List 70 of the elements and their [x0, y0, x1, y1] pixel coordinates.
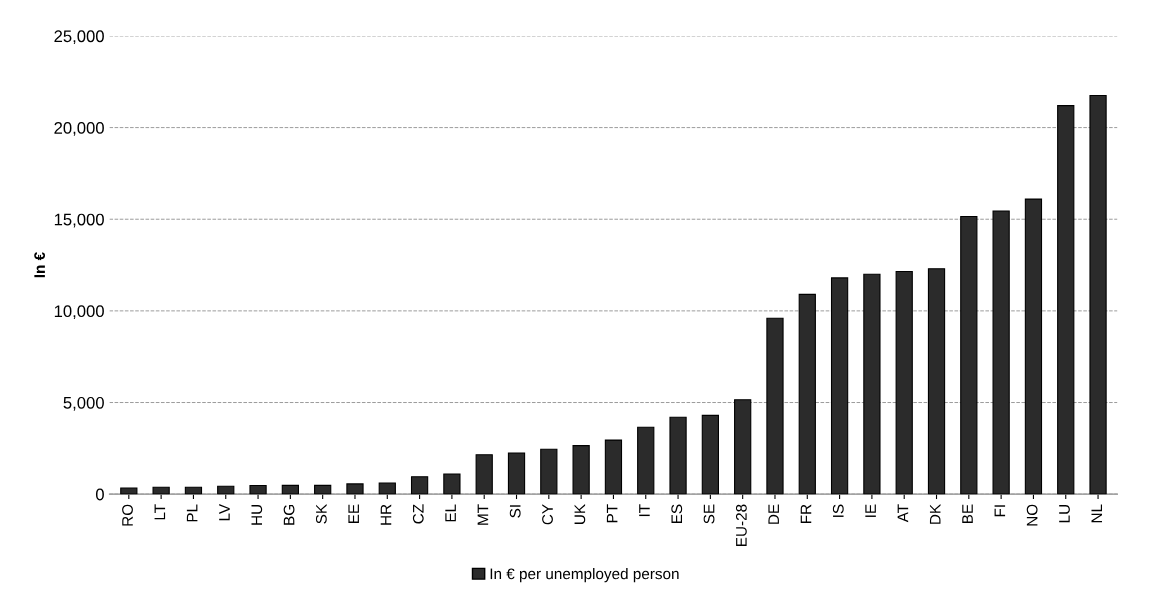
x-tick-label: RO	[122, 504, 133, 526]
bar	[992, 210, 1010, 495]
bar	[443, 473, 461, 495]
bar	[895, 270, 913, 495]
x-tick-label: IE	[865, 504, 876, 517]
bar	[1057, 105, 1075, 495]
bar	[927, 268, 946, 495]
bar	[572, 445, 590, 495]
x-tick-label: UK	[574, 504, 586, 524]
bar	[314, 484, 332, 495]
x-tick-label: BE	[962, 504, 973, 524]
bar	[637, 426, 655, 495]
bar	[346, 483, 364, 495]
bar	[960, 215, 978, 495]
bar	[798, 293, 816, 495]
y-tick-label: 20,000	[54, 121, 104, 136]
x-tick-label: EE	[348, 504, 359, 524]
bar	[152, 486, 170, 495]
bar	[507, 452, 526, 495]
y-tick-label: 15,000	[54, 213, 104, 228]
bar	[120, 487, 138, 495]
x-tick-label: SE	[703, 504, 715, 524]
x-tick-label: DE	[768, 504, 779, 524]
x-tick-label: EL	[445, 504, 456, 522]
bar	[1089, 94, 1107, 495]
y-tick-label: 5,000	[63, 396, 104, 411]
x-tick-label: HR	[380, 504, 392, 525]
y-tick-label: 0	[95, 488, 104, 501]
bar	[217, 485, 235, 495]
bar	[604, 439, 623, 495]
x-tick-label: EU-28	[735, 504, 747, 546]
x-tick-label: LT	[154, 504, 166, 520]
bar	[830, 277, 849, 495]
x-tick-label: NL	[1091, 504, 1103, 523]
x-tick-label: ES	[671, 504, 683, 524]
x-tick-label: BG	[283, 505, 295, 525]
x-tick-label: CY	[542, 504, 553, 525]
x-tick-label: CZ	[412, 504, 424, 524]
bar	[669, 416, 687, 495]
x-tick-label: HU	[251, 505, 263, 525]
x-tick-label: FR	[800, 504, 812, 524]
bar	[766, 317, 784, 495]
bar	[184, 486, 203, 495]
bar	[701, 414, 719, 495]
x-tick-label: PL	[186, 504, 198, 522]
x-tick-label: PT	[606, 504, 618, 523]
bar	[378, 482, 396, 495]
x-tick-label: MT	[477, 504, 489, 525]
bar	[249, 485, 267, 495]
y-axis-title: In €	[34, 252, 46, 278]
x-tick-label: AT	[897, 504, 909, 523]
y-tick-label: 25,000	[54, 30, 104, 45]
bar	[1024, 198, 1043, 495]
x-tick-label: DK	[929, 504, 941, 524]
x-tick-label: SK	[315, 504, 327, 524]
bar	[863, 273, 881, 495]
bar	[734, 399, 752, 495]
bar	[281, 484, 299, 495]
x-tick-label: LU	[1059, 505, 1070, 523]
y-tick-label: 10,000	[54, 305, 104, 320]
bar	[410, 476, 429, 495]
x-tick-label: SI	[509, 505, 521, 518]
legend-label: In € per unemployed person	[490, 568, 679, 583]
x-tick-label: LV	[219, 503, 230, 521]
bar	[475, 454, 493, 495]
x-tick-label: NO	[1026, 504, 1038, 526]
x-tick-label: FI	[994, 505, 1006, 517]
x-tick-label: IS	[832, 504, 844, 517]
bar	[540, 448, 558, 495]
x-tick-label: IT	[639, 504, 650, 517]
